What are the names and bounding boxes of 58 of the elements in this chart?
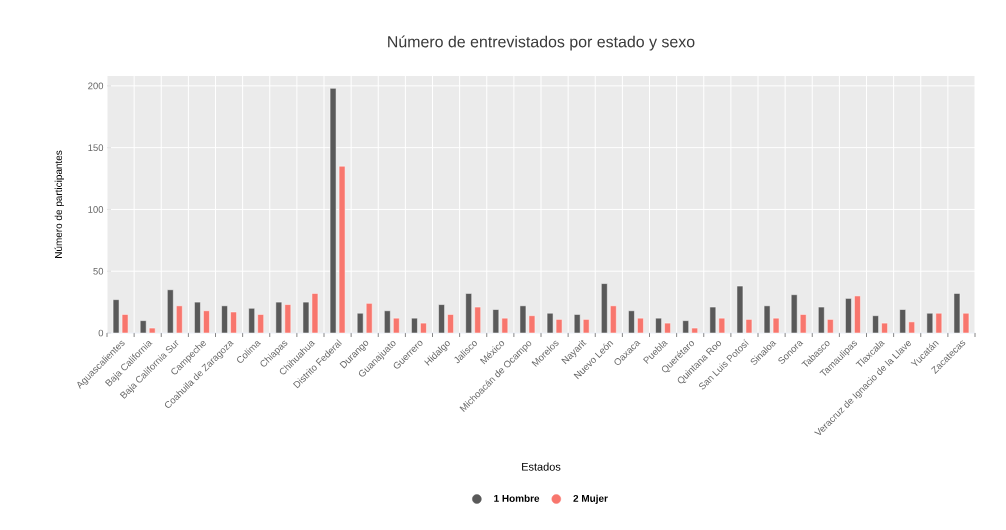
legend-label: 1 Hombre [494, 494, 540, 502]
bar [709, 306, 717, 334]
bar [356, 312, 364, 334]
bar [637, 317, 644, 334]
bar [628, 310, 635, 334]
bar [284, 304, 292, 334]
bar [203, 310, 210, 334]
y-tick-label: 100 [88, 206, 104, 213]
y-tick-label: 50 [93, 267, 104, 275]
bar [664, 322, 671, 334]
bar [827, 319, 834, 334]
bar [610, 305, 617, 334]
bar [176, 305, 183, 334]
bar [935, 312, 943, 334]
bar [393, 317, 400, 334]
bar [501, 317, 509, 334]
bar [365, 303, 373, 334]
bar [248, 308, 255, 334]
chart-title: Número de entrevistados por estado y sexo [388, 35, 695, 51]
bar [601, 283, 608, 334]
bar [492, 309, 500, 334]
bar [465, 293, 472, 334]
bar [799, 314, 807, 334]
bar [384, 310, 391, 334]
bar [899, 309, 906, 334]
bar [447, 314, 454, 334]
bar [926, 312, 934, 334]
bar [230, 311, 237, 334]
bar [682, 320, 689, 334]
bar [845, 298, 852, 334]
bar [718, 317, 726, 334]
bar [818, 306, 825, 334]
y-axis-title: Número de participantes [54, 150, 64, 258]
bar [474, 306, 481, 334]
bar [872, 315, 879, 334]
bar [854, 295, 861, 334]
bar [438, 304, 445, 334]
bar [655, 317, 662, 334]
bar [790, 294, 798, 334]
bar [908, 321, 915, 334]
x-axis-title: Estados [522, 462, 561, 471]
bar [420, 322, 427, 334]
bar [194, 301, 201, 334]
y-tick-label: 200 [88, 82, 104, 90]
bar [139, 320, 147, 334]
bar [257, 314, 264, 334]
legend-label: 2 Mujer [573, 494, 608, 504]
y-tick-label: 0 [98, 329, 104, 337]
bar [221, 305, 228, 334]
bar [691, 327, 698, 334]
bar [148, 327, 156, 334]
bar [275, 301, 283, 334]
y-tick-label: 150 [88, 144, 104, 152]
bar [582, 319, 590, 334]
bar [411, 317, 418, 334]
bar [881, 322, 888, 334]
bar [573, 314, 581, 334]
bar [167, 289, 174, 334]
